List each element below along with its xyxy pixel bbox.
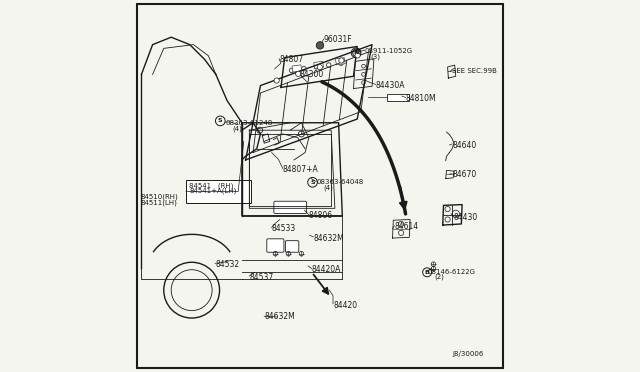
Text: 84807+A: 84807+A	[283, 165, 319, 174]
Text: 84420: 84420	[333, 301, 357, 310]
Text: 84537: 84537	[250, 273, 273, 282]
Text: 08363-64048: 08363-64048	[316, 179, 364, 185]
Text: (4): (4)	[232, 125, 243, 132]
Text: 08146-6122G: 08146-6122G	[428, 269, 476, 275]
Circle shape	[317, 65, 323, 70]
Text: 84810M: 84810M	[406, 94, 436, 103]
Text: 84806: 84806	[309, 211, 333, 220]
Text: 84640: 84640	[452, 141, 476, 150]
Text: N: N	[353, 50, 359, 55]
Bar	[314, 61, 323, 68]
Bar	[186, 180, 251, 203]
Text: J8/30006: J8/30006	[452, 351, 484, 357]
Text: (3): (3)	[370, 54, 380, 60]
Circle shape	[316, 42, 324, 49]
Circle shape	[274, 78, 279, 83]
Text: S: S	[310, 180, 315, 185]
Bar	[292, 65, 301, 72]
Text: 84430: 84430	[454, 213, 478, 222]
Text: 84300: 84300	[300, 70, 324, 79]
FancyBboxPatch shape	[267, 239, 284, 252]
Text: 84541+A(LH): 84541+A(LH)	[189, 188, 236, 195]
Text: B: B	[425, 270, 429, 275]
Text: 84420A: 84420A	[312, 265, 341, 274]
FancyBboxPatch shape	[274, 201, 307, 214]
Text: 84614: 84614	[394, 222, 419, 231]
Text: (2): (2)	[435, 274, 444, 280]
Text: 84632M: 84632M	[264, 312, 295, 321]
Text: 84632M: 84632M	[314, 234, 344, 243]
Text: 84511(LH): 84511(LH)	[141, 199, 177, 206]
Text: S: S	[218, 118, 223, 124]
Text: 08911-1052G: 08911-1052G	[365, 48, 413, 54]
Circle shape	[296, 71, 301, 77]
Text: (4): (4)	[324, 185, 333, 191]
Text: 84807: 84807	[279, 55, 303, 64]
Text: 84670: 84670	[452, 170, 476, 179]
Circle shape	[355, 53, 360, 58]
Bar	[387, 94, 410, 101]
Text: 96031F: 96031F	[324, 35, 353, 44]
Text: 84533: 84533	[271, 224, 296, 233]
FancyBboxPatch shape	[285, 241, 299, 252]
Text: 84541   (RH): 84541 (RH)	[189, 183, 234, 189]
Text: 84510(RH): 84510(RH)	[141, 194, 179, 201]
Text: 84532: 84532	[215, 260, 239, 269]
Circle shape	[339, 58, 344, 63]
Text: SEE SEC.99B: SEE SEC.99B	[452, 68, 497, 74]
Text: 84430A: 84430A	[376, 81, 405, 90]
Bar	[335, 58, 345, 65]
Text: 08363-61248: 08363-61248	[225, 120, 273, 126]
